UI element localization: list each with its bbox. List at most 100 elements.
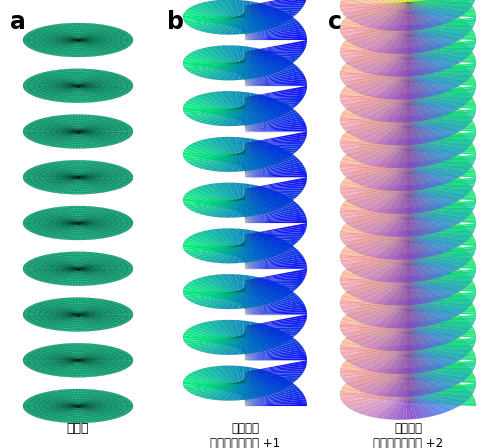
Polygon shape <box>356 391 408 413</box>
Polygon shape <box>340 71 408 76</box>
Polygon shape <box>245 269 307 280</box>
Polygon shape <box>402 4 408 37</box>
Polygon shape <box>408 27 472 37</box>
Polygon shape <box>342 249 408 265</box>
Polygon shape <box>408 71 469 80</box>
Polygon shape <box>408 10 447 37</box>
Polygon shape <box>408 323 438 347</box>
Polygon shape <box>408 361 463 380</box>
Polygon shape <box>245 51 304 53</box>
Polygon shape <box>408 402 476 404</box>
Polygon shape <box>185 199 245 207</box>
Polygon shape <box>408 390 470 403</box>
Polygon shape <box>402 2 408 31</box>
Polygon shape <box>388 210 408 242</box>
Polygon shape <box>408 390 474 392</box>
Polygon shape <box>375 2 408 29</box>
Polygon shape <box>406 139 410 168</box>
Polygon shape <box>408 323 417 350</box>
Polygon shape <box>245 237 280 265</box>
Polygon shape <box>245 202 297 221</box>
Polygon shape <box>245 242 290 266</box>
Polygon shape <box>408 116 470 128</box>
Polygon shape <box>408 0 475 2</box>
Polygon shape <box>408 31 441 60</box>
Polygon shape <box>348 139 408 156</box>
Polygon shape <box>408 84 458 105</box>
Polygon shape <box>245 177 307 189</box>
Polygon shape <box>408 17 461 37</box>
Polygon shape <box>408 188 472 197</box>
Polygon shape <box>408 12 476 14</box>
Polygon shape <box>402 323 408 351</box>
Polygon shape <box>183 108 245 110</box>
Polygon shape <box>408 339 476 345</box>
Polygon shape <box>408 257 428 288</box>
Polygon shape <box>366 48 408 73</box>
Polygon shape <box>408 2 420 30</box>
Polygon shape <box>340 324 408 334</box>
Polygon shape <box>235 91 245 125</box>
Polygon shape <box>408 162 447 184</box>
Polygon shape <box>245 56 270 75</box>
Polygon shape <box>220 13 245 34</box>
Polygon shape <box>341 254 408 263</box>
Polygon shape <box>243 12 247 34</box>
Polygon shape <box>344 254 408 268</box>
Polygon shape <box>245 180 307 189</box>
Polygon shape <box>408 149 476 151</box>
Polygon shape <box>408 242 476 246</box>
Polygon shape <box>344 254 408 267</box>
Polygon shape <box>408 30 434 60</box>
Polygon shape <box>408 326 428 357</box>
Polygon shape <box>342 2 408 14</box>
Polygon shape <box>184 151 245 167</box>
Polygon shape <box>408 90 467 105</box>
Polygon shape <box>184 288 245 304</box>
Polygon shape <box>402 118 408 151</box>
Polygon shape <box>344 277 408 291</box>
Polygon shape <box>408 29 431 60</box>
Polygon shape <box>382 0 408 14</box>
Polygon shape <box>408 383 476 391</box>
Polygon shape <box>191 198 245 211</box>
Polygon shape <box>408 257 424 288</box>
Polygon shape <box>245 136 306 144</box>
Polygon shape <box>213 321 245 353</box>
Polygon shape <box>408 277 431 303</box>
Polygon shape <box>408 139 472 144</box>
Polygon shape <box>408 368 414 396</box>
Polygon shape <box>341 91 408 105</box>
Polygon shape <box>340 140 408 151</box>
Polygon shape <box>408 48 453 67</box>
Polygon shape <box>340 233 408 242</box>
Polygon shape <box>198 3 245 31</box>
Polygon shape <box>399 323 408 351</box>
Polygon shape <box>245 141 266 173</box>
Polygon shape <box>408 222 461 242</box>
Polygon shape <box>245 308 306 314</box>
Polygon shape <box>245 238 280 254</box>
Polygon shape <box>408 391 463 405</box>
Polygon shape <box>213 151 245 171</box>
Polygon shape <box>408 370 417 403</box>
Polygon shape <box>408 286 476 288</box>
Polygon shape <box>408 336 458 357</box>
Polygon shape <box>245 391 302 405</box>
Polygon shape <box>245 283 290 296</box>
Polygon shape <box>204 368 245 398</box>
Polygon shape <box>375 323 408 349</box>
Polygon shape <box>408 0 476 2</box>
Polygon shape <box>344 94 408 108</box>
Polygon shape <box>183 290 245 303</box>
Polygon shape <box>408 25 472 30</box>
Polygon shape <box>245 330 274 349</box>
Polygon shape <box>245 280 304 282</box>
Polygon shape <box>408 353 475 357</box>
Polygon shape <box>245 326 274 356</box>
Polygon shape <box>245 86 307 97</box>
Polygon shape <box>342 43 408 60</box>
Polygon shape <box>385 118 408 151</box>
Polygon shape <box>245 312 307 314</box>
Polygon shape <box>382 231 408 259</box>
